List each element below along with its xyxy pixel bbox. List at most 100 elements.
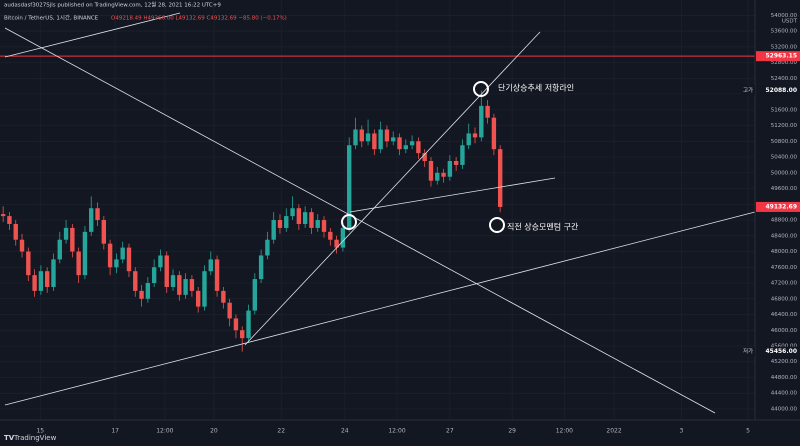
x-tick-label: 3 (679, 428, 683, 435)
x-tick-label: 17 (111, 428, 119, 435)
y-tick-label: 53200.00 (771, 44, 798, 50)
candle-body (0, 214, 6, 217)
candle-body (7, 216, 12, 224)
candle-body (460, 145, 465, 165)
candle-body (82, 231, 88, 276)
y-tick-label: 48400.00 (771, 233, 798, 239)
y-tick-label: 54000.00 (771, 13, 798, 19)
candle-body (328, 231, 333, 240)
candle-body (70, 227, 75, 252)
candle-body (133, 271, 138, 291)
annotation: 단기상승추세 저항라인 (498, 83, 574, 93)
y-tick-label: 50400.00 (771, 155, 798, 161)
x-tick-label: 12:00 (388, 428, 405, 435)
x-tick-label: 27 (446, 428, 454, 435)
candle-body (290, 208, 295, 217)
y-tick-label: 50800.00 (771, 139, 798, 145)
y-tick-label: 48800.00 (771, 218, 798, 224)
brand-logo: 𝗧𝗩 (4, 434, 15, 442)
trend-line (4, 27, 716, 414)
publisher: audasdasf3027Sjls published on TradingVi… (4, 1, 221, 9)
candle-body (315, 220, 320, 228)
candle-body (38, 271, 44, 291)
price-badge-label: 52963.15 (765, 53, 797, 60)
candle-body (378, 129, 383, 150)
candle-body (472, 133, 478, 138)
candle-body (151, 267, 157, 284)
y-tick-label: 52400.00 (771, 76, 798, 82)
price-badge-label: 45456.00 (765, 348, 797, 355)
candle-body (214, 259, 220, 291)
candle-body (353, 129, 358, 146)
candle-body (340, 227, 346, 248)
y-tick-label: 46400.00 (771, 312, 798, 318)
candle-body (497, 149, 503, 207)
drawings (4, 12, 756, 414)
x-tick-label: 15 (36, 428, 44, 435)
x-tick-label: 12:00 (156, 428, 173, 435)
trend-line (4, 12, 181, 58)
candle-body (391, 137, 396, 142)
candle-body (164, 255, 169, 287)
candle-body (265, 239, 270, 256)
candle-body (397, 137, 402, 150)
symbol: Bitcoin / TetherUS, 1시간, BINANCE (4, 14, 99, 22)
annotation: 직전 상승모멘텀 구간 (507, 222, 579, 232)
candle-body (384, 129, 390, 142)
candle-body (252, 279, 258, 311)
candle-body (57, 239, 62, 260)
candle-body (101, 220, 107, 244)
currency: USDT (782, 19, 798, 25)
candle-body (177, 275, 182, 295)
candle-body (466, 133, 471, 146)
x-tick-label: 22 (277, 428, 285, 435)
candles (0, 90, 503, 352)
candle-body (428, 160, 434, 181)
candle-body (416, 141, 421, 154)
trend-line (244, 31, 541, 346)
x-tick-label: 24 (341, 428, 349, 435)
candle-body (309, 212, 314, 228)
candle-body (246, 310, 251, 339)
y-tick-label: 52800.00 (771, 60, 798, 66)
y-tick-label: 49600.00 (771, 186, 798, 192)
candle-body (441, 172, 446, 177)
candle-body (107, 243, 113, 268)
axes: 44000.00 44400.00 44800.00 45200.00 45600.00… (36, 13, 800, 435)
price-badge-label: 52088.00 (765, 87, 797, 94)
y-tick-label: 45600.00 (771, 343, 798, 349)
y-tick-label: 46000.00 (771, 328, 798, 334)
badge-caption: 저가 (743, 347, 753, 355)
candle-body (32, 275, 37, 291)
candle-body (44, 271, 50, 287)
candle-body (422, 153, 427, 161)
candle-body (89, 208, 94, 232)
price-badge (756, 85, 800, 96)
candle-body (403, 145, 409, 150)
candle-body (485, 105, 490, 118)
x-tick-label: 20 (210, 428, 218, 435)
candle-body (409, 141, 415, 146)
y-tick-label: 51600.00 (771, 107, 798, 113)
candle-body (346, 145, 352, 228)
candle-body (284, 216, 289, 228)
brand: TradingView (13, 434, 57, 442)
price-badge (756, 201, 800, 212)
candle-body (447, 160, 453, 177)
trend-line (349, 177, 556, 213)
candle-body (258, 255, 264, 280)
candle-body (51, 259, 56, 287)
candle-body (170, 275, 176, 287)
candle-body (491, 117, 497, 150)
candle-body (435, 172, 440, 181)
y-tick-label: 48000.00 (771, 249, 798, 255)
candle-body (202, 271, 207, 307)
x-tick-label: 12:00 (556, 428, 573, 435)
y-tick-label: 44800.00 (771, 375, 798, 381)
ohlc: O49218.49 H49366.00 L49132.69 C49132.69 … (111, 16, 287, 22)
x-tick-label: 2022 (606, 428, 621, 435)
price-badge (756, 51, 800, 62)
candle-body (271, 220, 276, 240)
x-tick-label: 5 (746, 428, 750, 435)
